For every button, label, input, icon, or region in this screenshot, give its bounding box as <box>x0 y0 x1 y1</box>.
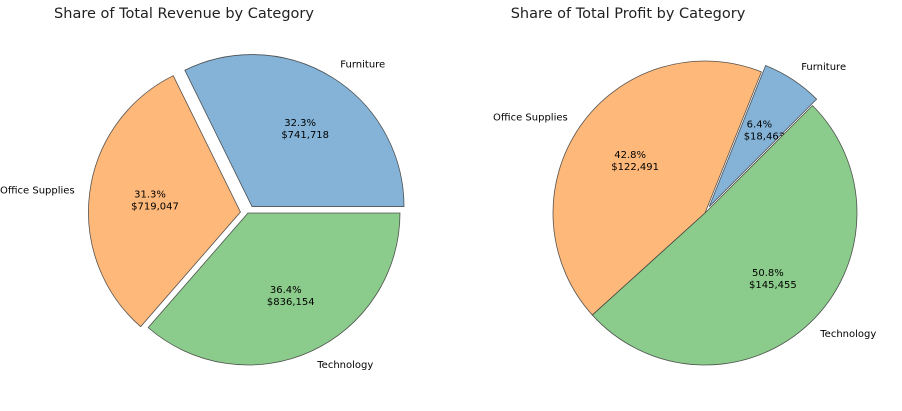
profit-value-label-furniture: $18,463 <box>744 132 785 143</box>
profit-label-technology: Technology <box>819 329 876 340</box>
profit-percent-label-technology: 50.8% <box>752 268 784 279</box>
revenue-slice-office-supplies <box>88 75 241 328</box>
profit-label-furniture: Furniture <box>801 62 846 73</box>
profit-chart-title: Share of Total Profit by Category <box>511 6 746 22</box>
revenue-label-office-supplies: Office Supplies <box>0 185 75 196</box>
revenue-value-label-office-supplies: $719,047 <box>131 201 179 212</box>
profit-label-office-supplies: Office Supplies <box>493 113 568 124</box>
profit-pie-chart: Share of Total Profit by Category Furnit… <box>493 6 876 366</box>
revenue-slice-furniture <box>184 54 405 207</box>
revenue-percent-label-office-supplies: 31.3% <box>134 189 166 200</box>
profit-pie: Furniture 6.4%$18,463 Office Supplies 42.8%… <box>493 60 876 366</box>
revenue-value-label-furniture: $741,718 <box>281 130 329 141</box>
profit-slice-technology <box>591 104 858 366</box>
revenue-value-label-technology: $836,154 <box>267 297 315 308</box>
revenue-pie-chart: Share of Total Revenue by Category Furni… <box>0 6 405 371</box>
revenue-slice-technology <box>147 212 401 366</box>
profit-slice-office-supplies <box>552 60 762 316</box>
revenue-chart-title: Share of Total Revenue by Category <box>54 6 314 22</box>
profit-value-label-technology: $145,455 <box>749 280 797 291</box>
revenue-percent-label-technology: 36.4% <box>270 285 302 296</box>
profit-percent-label-furniture: 6.4% <box>747 120 772 131</box>
revenue-percent-label-furniture: 32.3% <box>284 118 316 129</box>
profit-percent-label-office-supplies: 42.8% <box>614 150 646 161</box>
revenue-label-furniture: Furniture <box>340 60 385 71</box>
profit-value-label-office-supplies: $122,491 <box>611 162 659 173</box>
profit-slice-furniture <box>708 64 818 207</box>
revenue-pie: Furniture 32.3%$741,718 Office Supplies 31.… <box>0 54 405 371</box>
revenue-label-technology: Technology <box>316 360 373 371</box>
